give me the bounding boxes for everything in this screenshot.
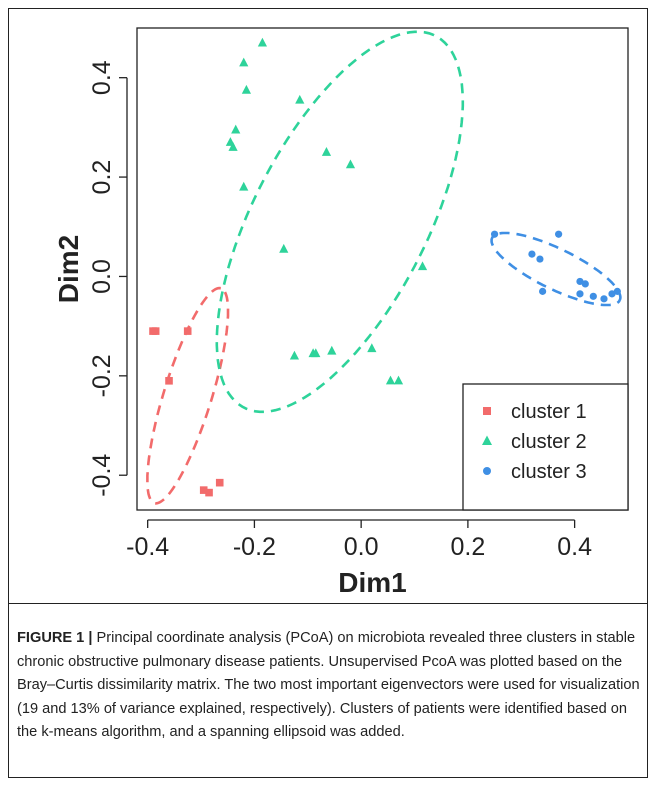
cluster-2-point: [241, 84, 252, 94]
cluster-3-ellipse: [490, 231, 622, 307]
legend-marker-square: [483, 407, 491, 415]
cluster-2-point: [279, 243, 289, 253]
cluster-3-point: [539, 287, 547, 295]
figure-caption: FIGURE 1 | Principal coordinate analysis…: [17, 627, 642, 745]
cluster-3-point: [600, 295, 608, 303]
cluster-1-point: [215, 478, 224, 487]
y-tick-label: -0.2: [88, 354, 116, 397]
legend-label: cluster 1: [511, 401, 587, 423]
cluster-2-point: [295, 94, 305, 104]
cluster-1-ellipse: [146, 286, 230, 505]
x-tick-label: -0.2: [233, 533, 276, 561]
cluster-2-point: [393, 375, 404, 385]
cluster-3-point: [555, 230, 563, 238]
legend-marker-triangle: [482, 435, 492, 445]
cluster-3-point: [490, 230, 499, 238]
y-tick-label: -0.4: [88, 454, 116, 497]
cluster-3-point: [576, 277, 584, 286]
legend-marker-circle: [483, 467, 491, 475]
cluster-2-point: [327, 345, 337, 355]
legend-label: cluster 3: [511, 461, 587, 483]
caption-text: Principal coordinate analysis (PCoA) on …: [17, 630, 640, 740]
cluster-2-point: [228, 142, 238, 151]
x-tick-label: -0.4: [126, 533, 169, 561]
cluster-1-point: [165, 377, 173, 385]
y-tick-label: 0.4: [88, 60, 116, 95]
cluster-2-point: [239, 57, 249, 67]
scatter-chart: -0.4 -0.2 0.0 0.2 0.4 Dim1 -0.4 -0.2 0.0 0.2 0.4 Di…: [53, 27, 629, 598]
caption-divider: [8, 603, 648, 604]
cluster-3-point: [589, 292, 597, 300]
legend-label: cluster 2: [511, 431, 587, 453]
cluster-1-point: [151, 327, 160, 335]
x-tick-label: 0.0: [344, 533, 379, 561]
cluster-1-point: [205, 488, 213, 497]
cluster-2-point: [367, 343, 377, 353]
cluster-3-point: [613, 287, 621, 295]
plot-frame: [136, 27, 629, 511]
cluster-2-point: [257, 37, 268, 47]
cluster-2-point: [321, 147, 332, 156]
x-tick-label: 0.2: [451, 533, 486, 561]
x-axis-label: Dim1: [338, 567, 406, 598]
y-axis-label: Dim2: [53, 235, 84, 303]
y-tick-label: 0.0: [88, 259, 116, 294]
y-tick-label: 0.2: [88, 160, 116, 195]
cluster-1-point: [199, 486, 208, 494]
cluster-2-point: [239, 181, 249, 191]
cluster-3-point: [528, 250, 536, 258]
cluster-2-point: [289, 350, 300, 360]
cluster-2-point: [311, 348, 321, 358]
cluster-3-point: [608, 290, 616, 298]
figure-label: FIGURE 1 |: [17, 630, 93, 646]
cluster-2-point: [345, 159, 356, 169]
cluster-2-ellipse: [215, 30, 465, 414]
cluster-1-point: [183, 327, 192, 335]
cluster-3-point: [581, 280, 589, 288]
cluster-2-point: [385, 375, 396, 385]
cluster-2-point: [417, 261, 428, 271]
cluster-3-point: [536, 255, 544, 263]
legend-box: [462, 383, 629, 511]
cluster-2-point: [231, 124, 241, 134]
cluster-3-point: [576, 290, 584, 298]
x-tick-label: 0.4: [557, 533, 592, 561]
